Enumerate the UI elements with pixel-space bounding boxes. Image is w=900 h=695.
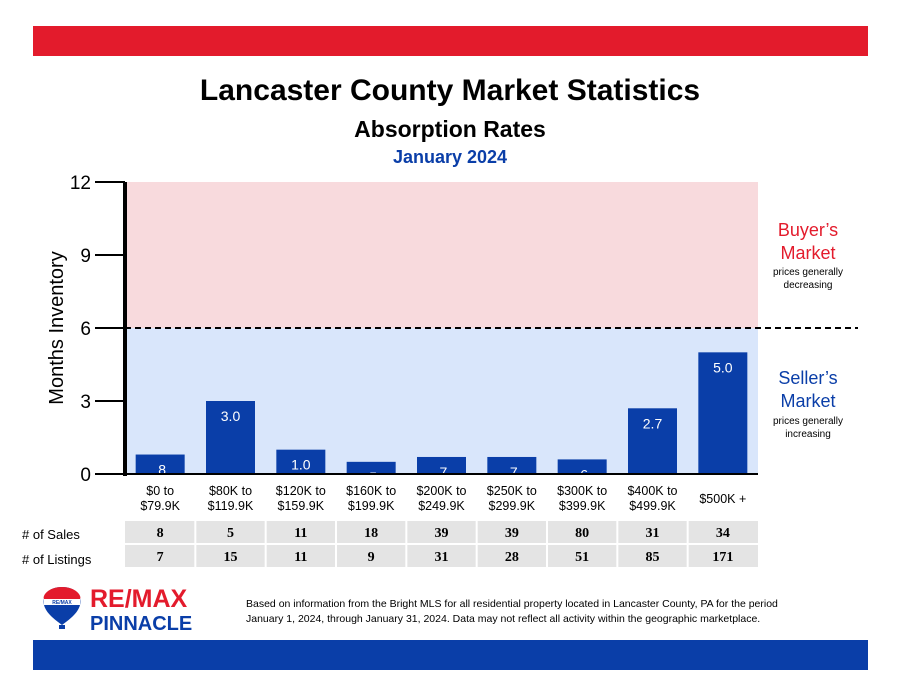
y-tick-label-3: 9 [80,246,91,267]
category-label-1-0: $80K to [209,484,252,498]
page-title: Lancaster County Market Statistics [199,74,701,107]
bar-value-label-5: .7 [506,464,518,480]
y-axis-label: Months Inventory [46,251,68,404]
category-label-4-1: $249.9K [418,499,465,513]
buyers-market-note-1: prices generally [773,267,843,278]
buyers-market-title-1: Buyer’s [778,220,838,240]
table-cell-listings-5: 28 [505,550,519,565]
table-cell-sales-3: 18 [364,526,378,541]
category-label-5-1: $299.9K [489,499,536,513]
bar-value-label-3: .5 [365,469,377,485]
table-cell-listings-6: 51 [575,550,589,565]
y-tick-label-0: 0 [80,465,91,486]
table-cell-listings-8: 171 [712,550,733,565]
table-cell-sales-2: 11 [294,526,307,541]
table-cell-sales-5: 39 [505,526,519,541]
sellers-market-note-1: prices generally [773,416,843,427]
source-footnote: Based on information from the Bright MLS… [246,597,846,627]
table-cell-listings-0: 7 [157,550,164,565]
report-period: January 2024 [392,147,508,167]
table-cell-sales-6: 80 [575,526,589,541]
bar-value-label-2: 1.0 [291,457,311,473]
table-cell-listings-7: 85 [646,550,660,565]
table-cell-sales-8: 34 [716,526,730,541]
category-label-8-0: $500K + [699,492,746,506]
buyers-market-zone [125,182,758,328]
table-cell-listings-4: 31 [435,550,449,565]
bar-0 [135,454,185,474]
table-cell-sales-1: 5 [227,526,234,541]
logo-brand: RE/MAX [90,585,188,613]
y-tick-label-1: 3 [80,392,91,413]
footnote-line-2: January 1, 2024, through January 31, 202… [246,613,761,625]
category-label-7-0: $400K to [627,484,677,498]
category-label-7-1: $499.9K [629,499,676,513]
buyers-market-note-2: decreasing [784,280,833,291]
table-cell-listings-1: 15 [224,550,238,565]
table-cell-sales-0: 8 [157,526,164,541]
top-red-band [33,26,868,56]
buyers-market-title-2: Market [780,243,835,263]
category-label-5-0: $250K to [487,484,537,498]
sellers-market-title-2: Market [780,391,835,411]
footnote-line-1: Based on information from the Bright MLS… [246,598,778,610]
bar-5 [487,456,537,474]
logo-name: PINNACLE [90,613,192,633]
bar-7 [628,408,677,474]
page-subtitle: Absorption Rates [354,116,546,142]
sellers-market-note-2: increasing [785,429,831,440]
bar-6 [557,459,607,474]
category-label-4-0: $200K to [416,484,466,498]
category-label-6-1: $399.9K [559,499,606,513]
table-cell-sales-4: 39 [435,526,449,541]
category-label-1-1: $119.9K [208,499,254,513]
category-label-6-0: $300K to [557,484,607,498]
bottom-blue-band [33,640,868,670]
bar-value-label-7: 2.7 [643,415,663,431]
table-cell-sales-7: 31 [646,526,660,541]
balloon-icon: RE/MAX [43,587,81,629]
y-tick-label-2: 6 [80,319,91,340]
category-label-0-0: $0 to [146,484,174,498]
bar-value-label-4: .7 [436,464,448,480]
table-cell-listings-2: 11 [294,550,307,565]
y-tick-label-4: 12 [70,173,91,194]
category-label-0-1: $79.9K [140,499,180,513]
category-label-2-0: $120K to [276,484,326,498]
listings-row-label: # of Listings [22,552,92,567]
balloon-text: RE/MAX [52,600,72,606]
sellers-market-title-1: Seller’s [778,368,837,388]
sales-row-label: # of Sales [22,527,80,542]
bar-3 [346,461,396,474]
bar-1 [206,401,255,474]
category-label-3-1: $199.9K [348,499,395,513]
table-row-bg-listings [125,545,758,567]
bar-4 [417,456,466,474]
bar-value-label-1: 3.0 [221,408,241,424]
table-row-bg-sales [125,521,758,543]
table-cell-listings-3: 9 [368,550,375,565]
category-label-2-1: $159.9K [278,499,325,513]
bar-2 [276,449,326,474]
category-label-3-0: $160K to [346,484,396,498]
remax-pinnacle-logo: RE/MAX RE/MAX PINNACLE [40,583,220,635]
bar-value-label-0: .8 [154,462,166,478]
bar-8 [698,352,748,474]
bar-value-label-8: 5.0 [713,359,733,375]
